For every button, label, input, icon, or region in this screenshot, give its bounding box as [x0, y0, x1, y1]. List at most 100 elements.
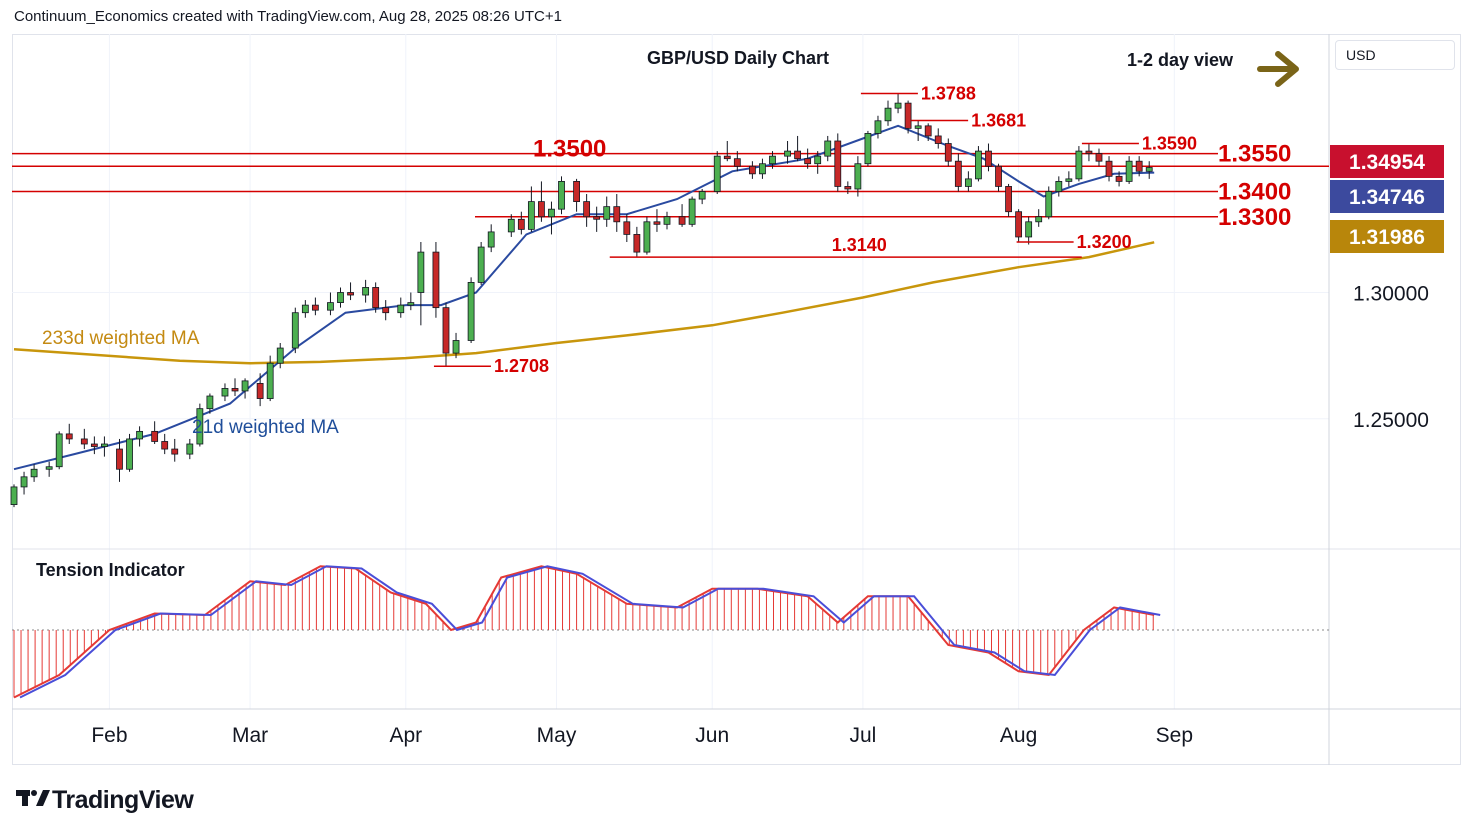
candle-body-down: [678, 216, 686, 225]
candle: [276, 343, 284, 369]
annotation-label: 1.3681: [971, 111, 1026, 131]
candle-body-up: [548, 208, 555, 218]
candle: [678, 204, 686, 227]
annotation-label: 1.3140: [832, 235, 887, 255]
candle: [633, 226, 641, 258]
candle: [844, 181, 852, 195]
candle-body-up: [327, 302, 334, 311]
candle: [975, 146, 982, 182]
ma21-line: [13, 124, 1155, 471]
candle: [814, 151, 822, 174]
level-label: 1.3550: [1218, 141, 1291, 168]
candle: [136, 426, 143, 447]
candle: [30, 464, 38, 482]
candle-body-up: [864, 133, 872, 165]
candle: [1055, 176, 1063, 197]
candle-body-up: [186, 443, 194, 455]
ma233-label: 233d weighted MA: [42, 328, 200, 349]
candle-body-down: [151, 430, 159, 442]
candle-body-up: [397, 304, 405, 314]
candle-body-up: [136, 430, 143, 440]
candle-body-down: [748, 165, 756, 175]
candle-body-down: [944, 143, 952, 162]
candle: [643, 216, 651, 255]
candle-body-up: [362, 287, 370, 296]
candle: [759, 158, 766, 179]
candle-body-up: [477, 246, 485, 283]
candle: [266, 355, 274, 402]
candle: [407, 292, 415, 311]
candle: [904, 100, 912, 134]
candle: [954, 153, 962, 192]
candle: [944, 138, 952, 167]
candle-body-down: [623, 221, 631, 235]
candle-body-down: [804, 158, 812, 165]
candle-body-up: [1025, 221, 1033, 238]
candle-body-up: [126, 438, 133, 470]
candle: [1075, 146, 1083, 182]
tradingview-logo: TradingView: [16, 786, 194, 815]
price-badge-value: 1.31986: [1349, 226, 1425, 249]
candle: [432, 242, 440, 318]
candle-body-down: [1105, 160, 1113, 177]
candle-body-down: [834, 140, 842, 187]
candle: [221, 383, 229, 402]
candle: [1045, 186, 1053, 220]
candle-body-down: [995, 165, 1002, 187]
candle: [1125, 156, 1133, 184]
candle: [487, 224, 495, 253]
candle-body-down: [372, 287, 380, 309]
candle-body-up: [814, 155, 822, 165]
candle: [467, 277, 475, 343]
candle: [196, 403, 204, 447]
candle: [65, 423, 73, 444]
candle-body-down: [1005, 186, 1012, 213]
candle-body-down: [904, 102, 912, 129]
candle: [517, 211, 525, 235]
candle: [80, 428, 88, 450]
chart-attribution: Continuum_Economics created with Trading…: [14, 8, 562, 25]
candle-body-up: [55, 433, 63, 468]
candle-body-up: [914, 125, 922, 129]
candle-body-up: [1055, 180, 1063, 192]
gridlines: [12, 34, 1329, 709]
candle-body-down: [985, 150, 992, 167]
candle: [623, 214, 631, 242]
candle: [362, 279, 370, 303]
candle-body-up: [45, 466, 53, 470]
candle-body-up: [487, 231, 495, 248]
candle: [934, 128, 942, 149]
x-tick-label: Jul: [849, 724, 876, 747]
candle-body-up: [276, 347, 284, 364]
candle: [583, 194, 591, 227]
candle: [126, 433, 133, 472]
y-tick-label: 1.30000: [1353, 283, 1429, 306]
candle-body-down: [733, 158, 741, 167]
candle: [231, 378, 239, 397]
price-badge-bg: [1330, 180, 1444, 213]
candle: [55, 431, 63, 470]
chart-title: GBP/USD Daily Chart: [647, 48, 829, 68]
level-label: 1.3300: [1218, 204, 1291, 231]
candle: [573, 178, 580, 212]
candle: [382, 300, 390, 321]
candle: [733, 151, 741, 172]
candle-body-down: [80, 438, 88, 445]
candle-body-up: [101, 443, 108, 447]
candle: [452, 332, 460, 359]
y-tick-label: 1.25000: [1353, 409, 1429, 432]
candle-body-up: [713, 155, 721, 192]
candle: [723, 141, 731, 162]
candle: [1065, 171, 1073, 187]
candle-body-down: [161, 441, 169, 450]
candle: [698, 188, 706, 205]
candle-body-down: [311, 304, 319, 311]
x-tick-label: May: [537, 724, 577, 747]
currency-selector[interactable]: USD: [1335, 40, 1455, 70]
candle-body-up: [206, 395, 214, 410]
candle-body-up: [30, 468, 38, 478]
tradingview-mark-icon: [16, 786, 52, 815]
candle-body-up: [663, 216, 671, 225]
